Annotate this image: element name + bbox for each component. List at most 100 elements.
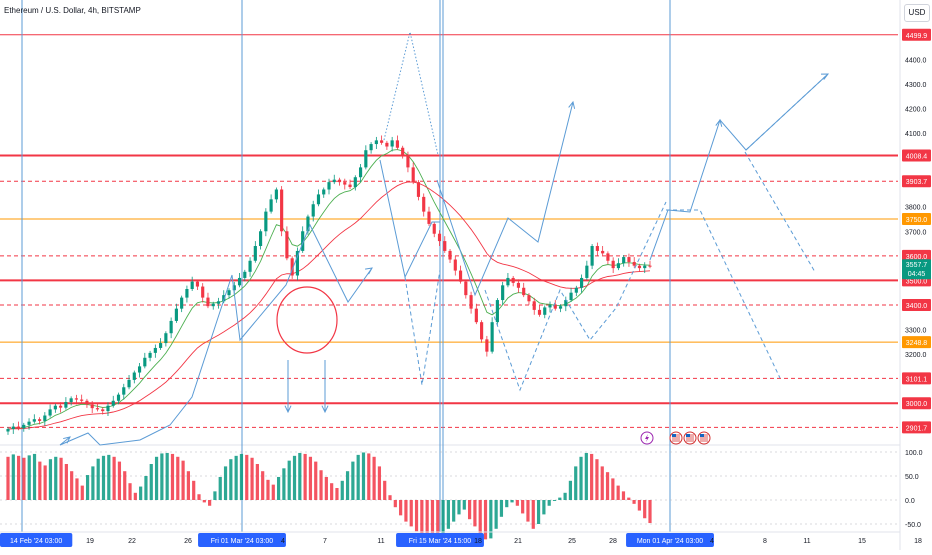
candle-body (269, 199, 273, 212)
osc-bar (123, 471, 127, 500)
arrow-head (715, 118, 723, 127)
price-level-label: 3750.0 (906, 217, 928, 224)
osc-bar (452, 500, 456, 522)
candle-body (374, 140, 378, 145)
osc-bar (319, 470, 323, 500)
candle-body (364, 150, 368, 168)
osc-axis-tick: -50.0 (905, 522, 921, 529)
osc-bar (292, 455, 297, 500)
candle-body (95, 408, 100, 410)
vertical-markers-layer (21, 0, 671, 532)
chart-title: Ethereum / U.S. Dollar, 4h, BITSTAMP (4, 6, 141, 15)
countdown-label: 04:45 (908, 271, 926, 278)
candle-body (537, 309, 542, 315)
candle-body (185, 289, 189, 298)
candle-body (74, 398, 78, 400)
arrow-head (63, 436, 71, 444)
candle-body (464, 281, 468, 296)
osc-bar (483, 500, 488, 540)
candle-body (85, 400, 89, 405)
osc-bar (32, 453, 37, 500)
osc-bar (202, 500, 206, 503)
candle-body (164, 333, 168, 344)
time-axis-label: 7 (323, 538, 327, 545)
candle-body (274, 189, 278, 200)
time-axis-label: 4 (281, 538, 285, 545)
candle-body (180, 297, 184, 309)
osc-bar (404, 500, 408, 522)
candle-body (611, 260, 615, 269)
osc-bar (330, 483, 334, 500)
osc-axis-tick: 50.0 (905, 474, 919, 481)
us-flag-icon (697, 431, 711, 445)
price-axis[interactable]: 4499.9 4008.4 3903.7 3750.0 3600.0 3500.0 3400… (899, 0, 932, 550)
osc-bar (91, 466, 95, 500)
candle-body (574, 287, 578, 293)
arrow-head (284, 405, 292, 414)
osc-bar (542, 500, 546, 515)
osc-bar (154, 456, 159, 500)
osc-bar (399, 500, 403, 516)
candle-body (243, 271, 247, 278)
candle-body (153, 347, 157, 353)
candle-body (137, 366, 142, 373)
time-axis-label: 18 (914, 538, 922, 545)
candle-body (106, 405, 110, 412)
osc-bar (436, 500, 440, 543)
flag-canton (686, 434, 690, 437)
osc-bar (239, 453, 244, 500)
osc-bar (282, 468, 286, 500)
osc-bar (462, 500, 466, 510)
candle-body (237, 277, 242, 286)
osc-bar (186, 471, 190, 500)
candle-body (427, 211, 431, 224)
currency-button[interactable]: USD (904, 4, 930, 22)
candle-body (395, 140, 399, 148)
osc-bar (600, 466, 604, 500)
arrow-head (568, 100, 576, 109)
osc-bar (425, 500, 429, 539)
ema-fast-line (7, 149, 651, 430)
candle-body (527, 295, 531, 302)
osc-bar (11, 454, 15, 500)
osc-bar (420, 500, 424, 536)
candles-layer (6, 135, 652, 435)
candle-body (432, 223, 436, 234)
osc-bar (574, 466, 578, 500)
highlight-ellipse (276, 286, 338, 354)
price-level-label: 2901.7 (906, 425, 928, 432)
osc-bar (558, 497, 562, 500)
candle-body (627, 257, 631, 262)
osc-bar (298, 452, 302, 500)
candle-body (27, 421, 31, 425)
candle-body (422, 196, 426, 212)
osc-bar (229, 459, 233, 500)
osc-bar (271, 484, 275, 500)
candle-body (480, 322, 484, 340)
osc-bar (43, 465, 47, 500)
osc-bar (70, 471, 74, 500)
osc-bar (547, 500, 551, 506)
price-level-tag (902, 28, 931, 41)
price-level-tag (902, 298, 931, 311)
price-level-label: 4499.9 (906, 33, 928, 40)
osc-bar (510, 500, 514, 503)
osc-bar (261, 471, 265, 500)
osc-bar (208, 500, 212, 506)
candle-body (390, 140, 394, 147)
candle-body (443, 241, 447, 251)
candle-body (358, 167, 363, 178)
flag-canton (672, 434, 676, 437)
events-layer[interactable] (640, 431, 711, 445)
osc-bar (250, 457, 254, 500)
price-level-tag (902, 175, 931, 188)
osc-bar (611, 478, 615, 500)
candle-body (522, 287, 526, 296)
price-axis-tick: 4200.0 (905, 106, 927, 113)
candle-body (474, 308, 478, 323)
drawings-layer[interactable] (59, 31, 830, 446)
osc-bar (351, 461, 355, 500)
time-axis[interactable]: 14 Feb '24 03:00 19 22 26 Fri 01 Mar '24 03:… (0, 531, 922, 547)
